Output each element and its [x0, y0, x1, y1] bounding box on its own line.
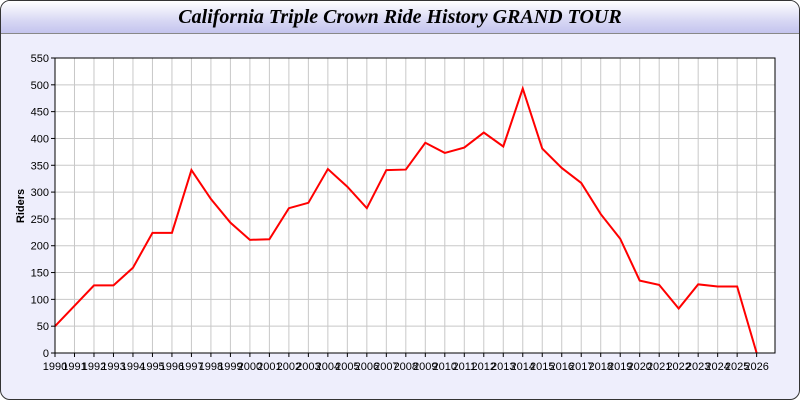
- x-tick-label: 2019: [608, 361, 632, 373]
- x-tick-label: 2008: [394, 361, 418, 373]
- y-tick-label: 350: [31, 160, 49, 172]
- x-tick-label: 2015: [530, 361, 554, 373]
- x-tick-label: 1997: [179, 361, 203, 373]
- x-tick-label: 2021: [647, 361, 671, 373]
- x-tick-label: 1994: [121, 361, 145, 373]
- y-axis: 0 50 100 150 200 250 300 350 400 450 500 550: [31, 53, 55, 360]
- y-tick-label: 0: [43, 348, 49, 360]
- x-tick-label: 2013: [491, 361, 515, 373]
- grid: [55, 58, 775, 353]
- x-tick-label: 2023: [686, 361, 710, 373]
- y-tick-label: 100: [31, 294, 49, 306]
- x-tick-label: 1996: [160, 361, 184, 373]
- x-tick-label: 2016: [549, 361, 573, 373]
- x-tick-label: 2012: [472, 361, 496, 373]
- title-bar: California Triple Crown Ride History GRA…: [1, 1, 799, 34]
- plot-area: [54, 57, 776, 354]
- chart-title: California Triple Crown Ride History GRA…: [178, 6, 622, 28]
- x-tick-label: 2024: [705, 361, 729, 373]
- y-tick-label: 300: [31, 187, 49, 199]
- y-axis-label: Riders: [15, 189, 27, 223]
- x-tick-label: 2017: [569, 361, 593, 373]
- x-tick-label: 2011: [452, 361, 476, 373]
- series: [54, 85, 758, 354]
- x-tick-label: 1992: [82, 361, 106, 373]
- x-tick-label: 2009: [413, 361, 437, 373]
- y-tick-label: 400: [31, 133, 49, 145]
- x-tick-label: 2018: [588, 361, 612, 373]
- x-tick-label: 2010: [433, 361, 457, 373]
- y-tick-label: 250: [31, 214, 49, 226]
- x-tick-label: 1990: [43, 361, 67, 373]
- x-tick-label: 1991: [62, 361, 86, 373]
- x-tick-label: 1995: [140, 361, 164, 373]
- x-tick-label: 2005: [335, 361, 359, 373]
- y-tick-label: 50: [37, 321, 49, 333]
- y-tick-label: 550: [31, 53, 49, 65]
- y-tick-label: 450: [31, 107, 49, 119]
- plot-border: [54, 57, 776, 354]
- y-tick-label: 500: [31, 80, 49, 92]
- x-tick-label: 1999: [218, 361, 242, 373]
- x-tick-label: 2014: [511, 361, 535, 373]
- x-axis: 1990199119921993199419951996199719981999…: [43, 353, 769, 373]
- x-tick-label: 2026: [744, 361, 768, 373]
- y-tick-label: 200: [31, 241, 49, 253]
- x-tick-label: 2000: [238, 361, 262, 373]
- x-tick-label: 1998: [199, 361, 223, 373]
- x-tick-label: 2020: [627, 361, 651, 373]
- x-tick-label: 2006: [355, 361, 379, 373]
- x-tick-label: 1993: [101, 361, 125, 373]
- x-tick-label: 2025: [725, 361, 749, 373]
- y-tick-label: 150: [31, 268, 49, 280]
- x-tick-label: 2022: [666, 361, 690, 373]
- x-tick-label: 2004: [316, 361, 340, 373]
- x-tick-label: 2001: [257, 361, 281, 373]
- x-tick-label: 2002: [277, 361, 301, 373]
- x-tick-label: 2003: [296, 361, 320, 373]
- x-tick-label: 2007: [374, 361, 398, 373]
